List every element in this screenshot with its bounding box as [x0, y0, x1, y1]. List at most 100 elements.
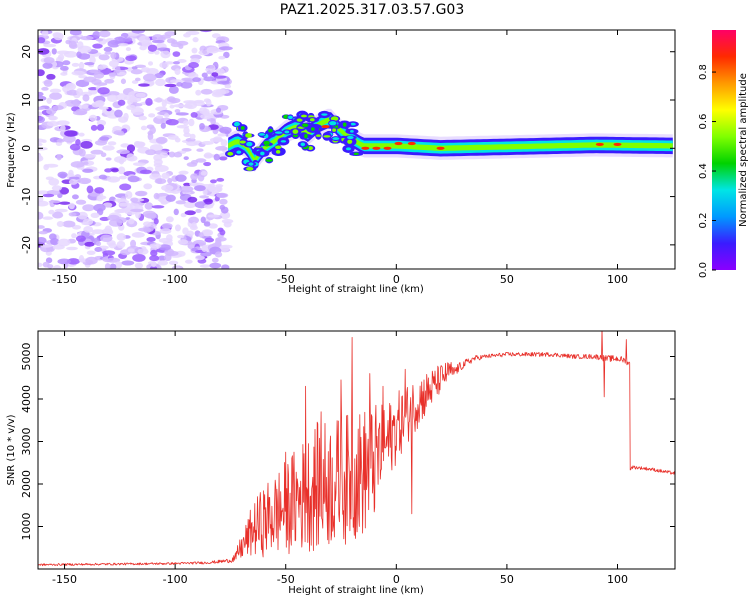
noise-blob — [134, 77, 141, 82]
noise-blob — [200, 251, 212, 257]
colorbar-tick-label: 0.6 — [698, 114, 709, 130]
noise-blob — [49, 88, 62, 94]
turbulence-core — [304, 133, 308, 139]
turbulence-core — [301, 123, 309, 128]
turbulence-core — [227, 151, 234, 156]
noise-blob — [117, 166, 126, 175]
noise-blob — [204, 198, 213, 205]
noise-blob — [51, 48, 57, 55]
colorbar-tick-label: 0.8 — [698, 64, 709, 80]
noise-blob — [52, 211, 64, 219]
noise-blob — [143, 221, 152, 227]
x-tick-label: 100 — [607, 273, 628, 286]
noise-blob — [203, 98, 211, 103]
noise-blob — [57, 258, 71, 265]
noise-blob — [149, 126, 156, 135]
noise-blob — [219, 126, 232, 134]
noise-blob — [100, 234, 113, 243]
turbulence-core — [274, 131, 283, 134]
noise-blob — [156, 115, 164, 119]
noise-blob — [38, 48, 50, 55]
noise-blob — [53, 265, 62, 269]
noise-blob — [210, 179, 217, 184]
noise-blob — [108, 242, 117, 249]
noise-blob — [115, 93, 127, 101]
noise-blob — [38, 211, 44, 220]
turbulence-core — [268, 128, 273, 133]
noise-blob — [217, 133, 227, 137]
noise-blob — [143, 183, 153, 190]
noise-blob — [183, 156, 189, 161]
ridge-hotspot — [383, 146, 392, 150]
noise-blob — [135, 92, 146, 98]
noise-blob — [99, 136, 110, 141]
colorbar-tick-label: 0.2 — [698, 213, 709, 229]
noise-blob — [118, 175, 128, 180]
turbulence-core — [265, 158, 273, 162]
noise-blob — [62, 60, 71, 66]
noise-blob — [114, 156, 127, 163]
snr-plot-area — [38, 331, 675, 569]
noise-blob — [83, 226, 94, 233]
noise-blob — [42, 216, 54, 220]
noise-blob — [161, 99, 167, 108]
noise-blob — [78, 255, 85, 263]
noise-blob — [106, 91, 120, 96]
noise-blob — [217, 80, 230, 85]
noise-blob — [153, 158, 163, 166]
noise-blob — [116, 149, 130, 155]
noise-blob — [192, 77, 202, 83]
noise-blob — [140, 67, 151, 73]
noise-blob — [48, 200, 61, 204]
ridge-hotspot — [407, 141, 416, 146]
noise-blob — [42, 193, 55, 198]
noise-blob — [69, 30, 82, 36]
noise-blob — [218, 55, 226, 60]
noise-blob — [190, 112, 198, 118]
noise-blob — [161, 184, 174, 191]
noise-blob — [114, 261, 123, 269]
noise-blob — [161, 172, 170, 179]
noise-blob — [175, 200, 186, 205]
noise-blob — [109, 263, 117, 269]
noise-blob — [154, 50, 160, 55]
noise-blob — [71, 233, 77, 239]
noise-blob — [60, 72, 68, 76]
noise-blob — [153, 97, 164, 103]
noise-blob — [76, 41, 84, 50]
noise-blob — [51, 185, 62, 192]
noise-blob — [160, 200, 168, 205]
noise-blob — [214, 240, 222, 248]
noise-blob — [105, 157, 112, 161]
noise-blob — [149, 173, 162, 180]
noise-blob — [195, 89, 202, 96]
noise-blob — [38, 69, 45, 77]
noise-blob — [104, 51, 112, 55]
noise-blob — [46, 107, 57, 115]
noise-blob — [184, 259, 193, 264]
noise-blob — [183, 103, 193, 109]
noise-blob — [68, 212, 77, 217]
noise-blob — [214, 251, 223, 258]
noise-blob — [207, 185, 217, 192]
noise-blob — [201, 245, 208, 252]
noise-blob — [200, 216, 206, 224]
noise-blob — [224, 84, 232, 89]
noise-blob — [116, 208, 125, 213]
colorbar-tick-label: 0.0 — [698, 262, 709, 278]
noise-blob — [219, 198, 228, 205]
noise-blob — [112, 125, 122, 132]
noise-blob — [97, 87, 110, 95]
x-tick-label: -100 — [163, 573, 188, 586]
noise-blob — [96, 124, 105, 131]
noise-blob — [127, 98, 134, 106]
noise-blob — [203, 76, 215, 82]
noise-blob — [85, 256, 98, 265]
noise-blob — [200, 113, 212, 120]
noise-blob — [104, 168, 113, 173]
noise-blob — [38, 262, 43, 268]
noise-region — [38, 30, 234, 269]
y-tick-label: 4000 — [20, 385, 33, 413]
ridge-hotspot — [595, 142, 604, 147]
noise-blob — [213, 136, 223, 142]
